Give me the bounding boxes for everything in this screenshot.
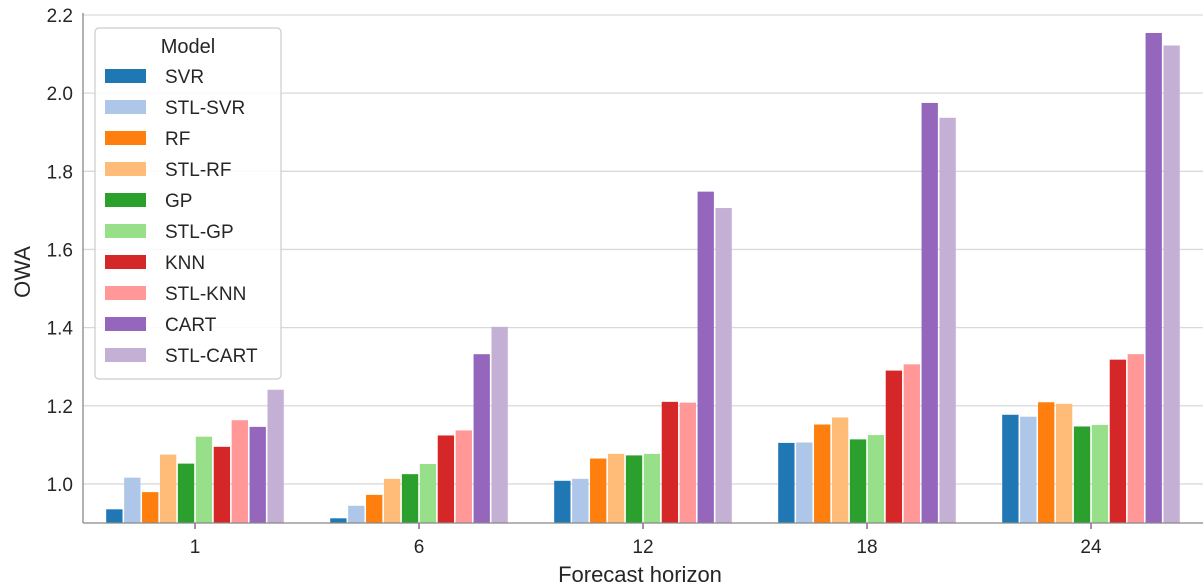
x-tick-label: 18 — [856, 537, 877, 558]
legend-swatch — [105, 100, 146, 114]
bar — [491, 326, 508, 523]
bar — [401, 474, 419, 523]
bar — [124, 477, 141, 523]
bar — [715, 208, 732, 524]
bar — [419, 463, 437, 523]
y-tick-label: 1.2 — [47, 397, 73, 418]
bar — [572, 478, 589, 523]
legend-label: RF — [165, 129, 190, 150]
bar — [330, 518, 347, 523]
legend: Model SVR STL-SVR RF STL-RF GP STL-GP KNN STL-KN… — [94, 27, 282, 380]
legend-swatch — [105, 317, 146, 331]
y-tick-label: 1.6 — [47, 240, 73, 261]
y-tick-label: 1.4 — [47, 319, 74, 340]
legend-label: KNN — [165, 253, 205, 274]
bar — [348, 505, 365, 523]
legend-swatch — [105, 131, 146, 145]
bar — [1073, 426, 1091, 523]
bar — [383, 478, 401, 523]
bar — [625, 455, 643, 523]
legend-title: Model — [161, 36, 215, 58]
legend-label: CART — [165, 315, 217, 336]
bar — [455, 430, 472, 523]
x-tick-label: 6 — [414, 537, 425, 558]
legend-label: SVR — [165, 67, 204, 88]
bar — [366, 494, 383, 523]
bar — [590, 458, 607, 523]
y-tick-label: 2.2 — [47, 6, 73, 27]
axes: 1.0 1.2 1.4 1.6 1.8 2.0 2.2 1 6 12 18 24 — [47, 6, 1203, 558]
bar — [607, 453, 625, 523]
bar — [177, 463, 195, 523]
x-tick-label: 1 — [190, 537, 201, 558]
bar — [643, 453, 661, 523]
bar — [473, 354, 490, 523]
bar — [231, 420, 248, 523]
legend-swatch — [105, 348, 146, 362]
legend-label: STL-CART — [165, 346, 258, 367]
bar — [1038, 402, 1055, 523]
bar — [267, 389, 284, 523]
bar — [437, 435, 455, 523]
bar — [679, 402, 696, 523]
bar — [661, 401, 679, 523]
legend-swatch — [105, 69, 146, 83]
y-tick-label: 2.0 — [47, 84, 73, 105]
bar — [1002, 414, 1019, 523]
bar — [195, 436, 213, 523]
bar — [903, 364, 920, 523]
legend-swatch — [105, 193, 146, 207]
y-axis-label: OWA — [10, 246, 35, 298]
bar — [697, 191, 714, 523]
bar — [849, 439, 867, 523]
x-tick-label: 24 — [1080, 537, 1102, 558]
legend-swatch — [105, 286, 146, 300]
y-tick-label: 1.8 — [47, 162, 73, 183]
bar — [142, 492, 159, 523]
x-axis-label: Forecast horizon — [558, 562, 722, 587]
bar — [1163, 45, 1180, 523]
bar — [1091, 424, 1109, 523]
legend-label: STL-GP — [165, 222, 234, 243]
bar — [867, 435, 885, 523]
bar — [1127, 354, 1144, 523]
legend-label: GP — [165, 191, 192, 212]
bar — [159, 454, 177, 523]
legend-swatch — [105, 224, 146, 238]
bar — [1020, 416, 1037, 523]
bar — [885, 370, 903, 523]
bar — [796, 442, 813, 523]
bar — [554, 480, 571, 523]
bar — [1145, 32, 1162, 524]
bar — [814, 424, 831, 523]
bar — [213, 446, 231, 523]
bar — [939, 117, 956, 523]
bar — [1055, 403, 1073, 523]
bar — [249, 426, 266, 523]
bar — [106, 509, 123, 523]
legend-swatch — [105, 162, 146, 176]
y-tick-label: 1.0 — [47, 475, 73, 496]
legend-label: STL-KNN — [165, 284, 246, 305]
bar — [921, 102, 938, 523]
legend-swatch — [105, 255, 146, 269]
bar — [831, 417, 849, 523]
legend-label: STL-RF — [165, 160, 232, 181]
bars — [106, 32, 1180, 524]
legend-label: STL-SVR — [165, 98, 245, 119]
x-tick-label: 12 — [632, 537, 653, 558]
bar — [778, 442, 795, 523]
bar — [1109, 359, 1127, 523]
